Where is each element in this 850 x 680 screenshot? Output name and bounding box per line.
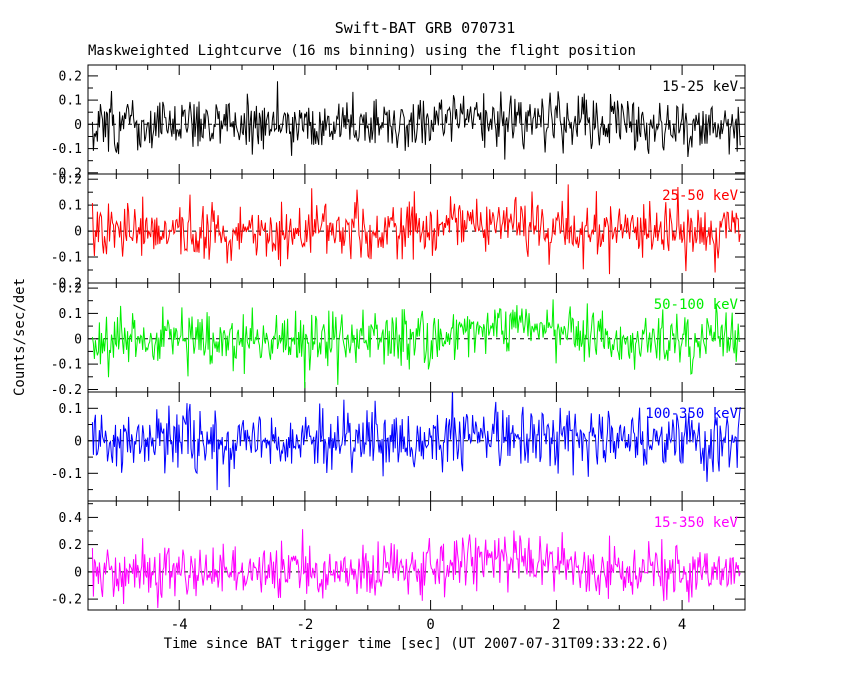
y-tick-label: 0.2 [59,282,82,297]
y-tick-label: -0.2 [51,383,82,398]
lightcurve-trace-1 [91,184,741,275]
y-tick-label: -0.2 [51,277,82,292]
y-tick-label: 0.1 [59,94,82,109]
x-axis-label: Time since BAT trigger time [sec] (UT 20… [163,636,670,652]
y-tick-label: 0 [74,118,82,133]
y-tick-label: 0 [74,565,82,580]
y-tick-label: 0.1 [59,199,82,214]
y-tick-label: 0 [74,332,82,347]
panel-frame-4 [87,500,746,611]
y-tick-label: 0.1 [59,402,82,417]
y-tick-label: 0.2 [59,173,82,188]
y-axis-label: Counts/sec/det [12,277,28,397]
lightcurve-trace-0 [91,81,741,160]
lightcurve-trace-2 [91,299,741,389]
band-label-100-350-kev: 100-350 keV [645,406,738,422]
x-tick-label: 2 [552,617,560,633]
x-tick-label: -4 [171,617,188,633]
chart-title: Swift-BAT GRB 070731 [334,19,516,37]
y-tick-label: 0.1 [59,307,82,322]
y-tick-label: -0.1 [51,251,82,266]
x-tick-label: 4 [678,617,686,633]
y-tick-label: -0.1 [51,358,82,373]
band-label-15-350-kev: 15-350 keV [653,515,738,531]
y-tick-label: 0.2 [59,69,82,84]
y-tick-label: 0 [74,225,82,240]
y-tick-label: -0.1 [51,467,82,482]
y-tick-label: 0 [74,434,82,449]
y-tick-label: 0.2 [59,538,82,553]
panel-frame-0 [87,64,746,175]
y-tick-label: -0.2 [51,593,82,608]
band-label-25-50-kev: 25-50 keV [662,188,738,204]
band-label-15-25-kev: 15-25 keV [662,79,738,95]
x-tick-label: 0 [426,617,434,633]
y-tick-label: 0.4 [59,511,83,526]
lightcurve-trace-3 [91,392,741,491]
y-tick-label: -0.2 [51,166,82,181]
tick-labels: 0.20.10-0.1-0.20.20.10-0.1-0.20.20.10-0.… [51,69,687,633]
y-tick-label: -0.1 [51,142,82,157]
lightcurve-trace-4 [91,529,741,609]
chart-subtitle: Maskweighted Lightcurve (16 ms binning) … [88,43,636,59]
x-tick-label: -2 [296,617,313,633]
band-label-50-100-kev: 50-100 keV [653,297,738,313]
